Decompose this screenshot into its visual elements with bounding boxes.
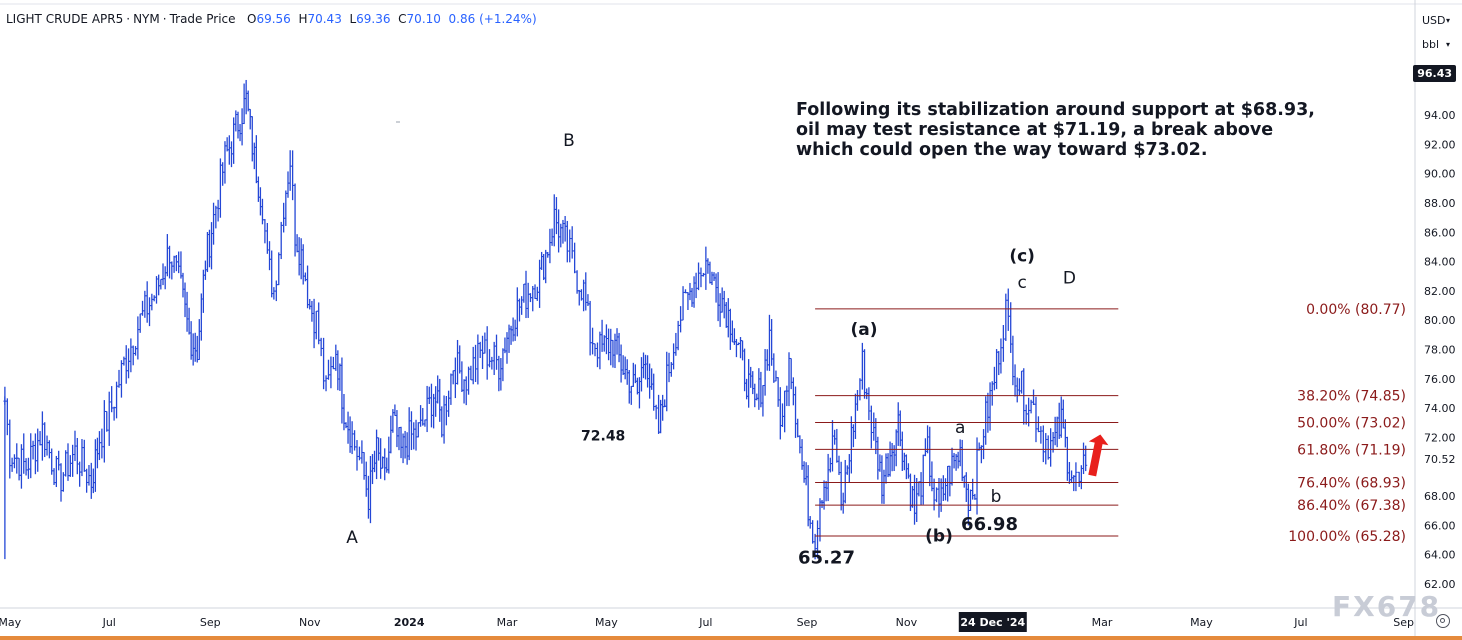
bullish-arrow-icon [1088,434,1109,477]
analysis-note: Following its stabilization around suppo… [796,100,1315,160]
wave-label: (c) [1009,247,1035,267]
y-tick-label: 84.00 [1424,256,1456,269]
wave-label: D [1063,269,1076,289]
y-tick-label: 92.00 [1424,138,1456,151]
x-tick-label: Nov [896,616,918,629]
x-tick-label: Sep [797,616,818,629]
y-tick-label: 90.00 [1424,168,1456,181]
fib-level-label: 38.20% (74.85) [1297,389,1406,405]
y-tick-label: 86.00 [1424,226,1456,239]
y-tick-label: 68.00 [1424,490,1456,503]
x-tick-label: 2024 [394,616,425,629]
symbol-header: LIGHT CRUDE APR5 · NYM · Trade Price O69.56 … [6,12,537,26]
x-tick-label: Sep [200,616,221,629]
symbol-name[interactable]: LIGHT CRUDE APR5 [6,12,124,26]
x-tick-label: May [0,616,22,629]
fib-level-label: 76.40% (68.93) [1297,475,1406,491]
y-tick-label: 76.00 [1424,373,1456,386]
low-label: L [349,12,357,26]
y-tick-label: 94.00 [1424,109,1456,122]
fib-level-label: 0.00% (80.77) [1306,302,1406,318]
fib-level-label: 61.80% (71.19) [1297,442,1406,458]
currency-label: USD [1422,13,1446,27]
y-tick-label: 64.00 [1424,549,1456,562]
y-tick-label: 66.00 [1424,519,1456,532]
bottom-divider [0,636,1462,640]
wave-label: 65.27 [798,547,855,568]
currency-selector[interactable]: USD ▾ [1418,11,1454,29]
settings-icon[interactable] [1436,614,1450,628]
y-tick-label: 78.00 [1424,344,1456,357]
x-tick-label: Sep [1393,616,1414,629]
wave-label: 66.98 [961,514,1018,535]
x-tick-label: Jul [1293,616,1307,629]
unit-selector[interactable]: bbl ▾ [1418,35,1454,53]
wave-label: b [991,487,1002,507]
open-label: O [246,12,257,26]
bullish-arrow-shape [1088,434,1109,477]
open-value: 69.56 [256,12,291,26]
y-tick-label: 82.00 [1424,285,1456,298]
x-tick-label: 24 Dec '24 [960,616,1025,629]
chevron-down-icon: ▾ [1445,15,1450,25]
wave-label: a [955,418,965,438]
exchange-name: NYM [133,12,160,26]
x-tick-label: May [1190,616,1213,629]
wave-label: (b) [925,527,953,547]
high-value: 70.43 [307,12,342,26]
wave-label: A [346,528,358,548]
fib-level-label: 86.40% (67.38) [1297,498,1406,514]
high-label: H [298,12,308,26]
chevron-down-icon: ▾ [1445,39,1450,49]
x-tick-label: Mar [1092,616,1113,629]
wave-label: B [563,131,575,151]
y-tick-label: 80.00 [1424,314,1456,327]
x-tick-label: May [595,616,618,629]
y-tick-label: 62.00 [1424,578,1456,591]
unit-label: bbl [1422,37,1440,51]
change-value: 0.86 (+1.24%) [448,12,537,26]
y-tick-label: 88.00 [1424,197,1456,210]
low-value: 69.36 [356,12,391,26]
x-tick-label: Jul [698,616,712,629]
wave-label: c [1017,273,1026,293]
price-type: Trade Price [169,12,236,26]
close-value: 70.10 [406,12,441,26]
wave-label: 72.48 [581,428,625,444]
y-tick-label: 70.52 [1424,453,1456,466]
y-tick-label: 74.00 [1424,402,1456,415]
y-tick-label: 72.00 [1424,431,1456,444]
price-tag: 96.43 [1413,65,1456,82]
fib-level-label: 50.00% (73.02) [1297,416,1406,432]
x-tick-label: Nov [299,616,321,629]
close-label: C [398,12,407,26]
x-tick-label: Jul [102,616,116,629]
fib-level-label: 100.00% (65.28) [1288,529,1406,545]
watermark: FX678 [1332,590,1442,623]
wave-label: (a) [850,320,877,340]
x-tick-label: Mar [497,616,518,629]
crosshair-date-bg [958,612,1027,632]
